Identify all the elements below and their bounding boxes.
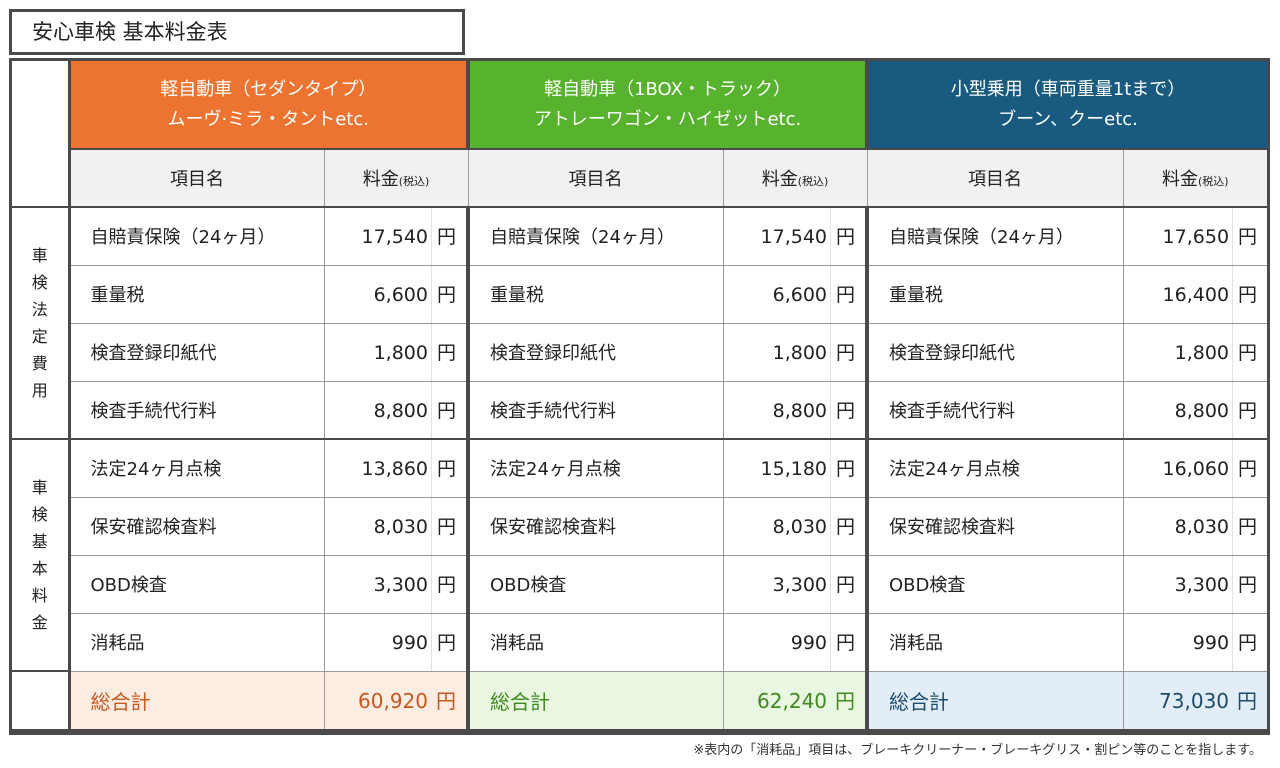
plan-examples: ムーヴ·ミラ・タントetc. (167, 108, 369, 130)
column-header-fee: 料金(税込) (723, 149, 868, 208)
item-name: 消耗品 (468, 613, 724, 672)
total-label: 総合計 (69, 671, 325, 729)
item-name: 検査登録印紙代 (69, 323, 325, 382)
column-header-item: 項目名 (69, 149, 325, 208)
total-value: 60,920 円 (324, 671, 470, 729)
item-price: 1,800 円 (324, 323, 470, 382)
total-value: 62,240 円 (723, 671, 870, 729)
item-name: 法定24ヶ月点検 (867, 439, 1124, 498)
item-name: 自賠責保険（24ヶ月） (867, 207, 1124, 266)
item-name: 保安確認検査料 (468, 497, 724, 556)
column-header-item: 項目名 (468, 149, 724, 208)
item-price: 8,030 円 (1123, 497, 1268, 556)
item-name: 検査登録印紙代 (867, 323, 1124, 382)
item-price: 3,300 円 (1123, 555, 1268, 614)
item-name: 法定24ヶ月点検 (468, 439, 724, 498)
table-row: 保安確認検査料 8,030 円保安確認検査料 8,030 円保安確認検査料 8,030 円 (12, 497, 1268, 556)
plan-title: 軽自動車（1BOX・トラック） (544, 78, 791, 100)
item-price: 8,030 円 (324, 497, 470, 556)
item-price: 8,800 円 (324, 381, 470, 440)
item-price: 1,800 円 (1123, 323, 1268, 382)
total-value: 73,030 円 (1123, 671, 1268, 729)
page-title: 安心車検 基本料金表 (9, 9, 465, 55)
item-name: OBD検査 (69, 555, 325, 614)
table-row: 重量税 6,600 円重量税 6,600 円重量税 16,400 円 (12, 265, 1268, 324)
item-name: 自賠責保険（24ヶ月） (468, 207, 724, 266)
item-name: 保安確認検査料 (69, 497, 325, 556)
item-price: 3,300 円 (324, 555, 470, 614)
column-header-fee: 料金(税込) (1123, 149, 1268, 208)
item-name: 消耗品 (867, 613, 1124, 672)
plan-header-kei-sedan: 軽自動車（セダンタイプ） ムーヴ·ミラ・タントetc. (69, 61, 470, 150)
column-header-row: 項目名 料金(税込) 項目名 料金(税込) 項目名 料金(税込) (12, 149, 1268, 208)
item-price: 15,180 円 (723, 439, 870, 498)
item-price: 3,300 円 (723, 555, 870, 614)
plan-examples: アトレーワゴン・ハイゼットetc. (533, 108, 802, 130)
item-price: 1,800 円 (723, 323, 870, 382)
item-price: 17,540 円 (324, 207, 470, 266)
item-name: 検査手続代行料 (867, 381, 1124, 440)
item-price: 990 円 (723, 613, 870, 672)
item-name: 検査手続代行料 (468, 381, 724, 440)
column-header-fee: 料金(税込) (324, 149, 469, 208)
table-row: 消耗品 990 円消耗品 990 円消耗品 990 円 (12, 613, 1268, 672)
plan-title: 軽自動車（セダンタイプ） (160, 78, 377, 100)
column-header-item: 項目名 (867, 149, 1124, 208)
section-label-legal: 車検法定費用 (12, 207, 71, 440)
total-label: 総合計 (867, 671, 1124, 729)
item-name: 自賠責保険（24ヶ月） (69, 207, 325, 266)
item-price: 6,600 円 (723, 265, 870, 324)
plan-title: 小型乗用（車両重量1tまで） (950, 78, 1186, 100)
plan-header-row: 軽自動車（セダンタイプ） ムーヴ·ミラ・タントetc. 軽自動車（1BOX・トラ… (12, 61, 1268, 208)
item-price: 990 円 (1123, 613, 1268, 672)
item-name: 消耗品 (69, 613, 325, 672)
plan-header-kei-1box: 軽自動車（1BOX・トラック） アトレーワゴン・ハイゼットetc. (468, 61, 870, 150)
table-row: 検査手続代行料 8,800 円検査手続代行料 8,800 円検査手続代行料 8,800 円 (12, 381, 1268, 440)
plan-examples: ブーン、クーetc. (998, 108, 1138, 130)
item-name: OBD検査 (468, 555, 724, 614)
item-price: 13,860 円 (324, 439, 470, 498)
item-price: 8,800 円 (723, 381, 870, 440)
item-price: 16,060 円 (1123, 439, 1268, 498)
item-name: 重量税 (468, 265, 724, 324)
table-row: 検査登録印紙代 1,800 円検査登録印紙代 1,800 円検査登録印紙代 1,800 円 (12, 323, 1268, 382)
total-row: 総合計 60,920 円 総合計 62,240 円 総合計 73,030 円 (12, 671, 1268, 729)
table-row: 車検基本料金法定24ヶ月点検 13,860 円法定24ヶ月点検 15,180 円法定24… (12, 439, 1268, 672)
item-name: 重量税 (69, 265, 325, 324)
item-price: 8,800 円 (1123, 381, 1268, 440)
item-name: 法定24ヶ月点検 (69, 439, 325, 498)
item-name: 重量税 (867, 265, 1124, 324)
plan-header-compact: 小型乗用（車両重量1tまで） ブーン、クーetc. (867, 61, 1268, 150)
item-price: 17,650 円 (1123, 207, 1268, 266)
table-row: OBD検査 3,300 円 OBD検査 3,300 円 OBD検査 3,300 円 (12, 555, 1268, 614)
item-name: 保安確認検査料 (867, 497, 1124, 556)
item-price: 8,030 円 (723, 497, 870, 556)
corner-cell (12, 61, 71, 208)
footnote: ※表内の「消耗品」項目は、ブレーキクリーナー・ブレーキグリス・割ピン等のことを指… (693, 743, 1262, 758)
item-price: 17,540 円 (723, 207, 870, 266)
item-price: 990 円 (324, 613, 470, 672)
section-label-basic: 車検基本料金 (12, 439, 71, 672)
total-label: 総合計 (468, 671, 724, 729)
item-name: 検査手続代行料 (69, 381, 325, 440)
total-side-cell (12, 671, 71, 729)
item-name: OBD検査 (867, 555, 1124, 614)
item-price: 6,600 円 (324, 265, 470, 324)
item-price: 16,400 円 (1123, 265, 1268, 324)
price-table: 軽自動車（セダンタイプ） ムーヴ·ミラ・タントetc. 軽自動車（1BOX・トラ… (12, 61, 1268, 729)
item-name: 検査登録印紙代 (468, 323, 724, 382)
table-row: 車検法定費用自賠責保険（24ヶ月） 17,540 円自賠責保険（24ヶ月） 17,54… (12, 207, 1268, 440)
